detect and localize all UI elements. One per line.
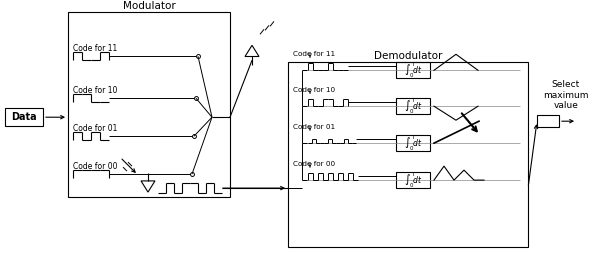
Bar	[5, 108, 43, 126]
Bar	[396, 98, 430, 114]
Text: Code for 10: Code for 10	[73, 86, 118, 95]
Text: Modulator: Modulator	[122, 1, 175, 11]
Text: Code for 00: Code for 00	[73, 162, 118, 171]
Text: Select
maximum
value: Select maximum value	[543, 80, 589, 110]
Text: Demodulator: Demodulator	[374, 51, 442, 61]
Text: $\int_0^{\,T}\!\!dt$: $\int_0^{\,T}\!\!dt$	[404, 133, 422, 153]
Text: $\int_0^{\,T}\!\!dt$: $\int_0^{\,T}\!\!dt$	[404, 170, 422, 190]
Text: Code for 11: Code for 11	[73, 44, 117, 53]
Bar	[537, 115, 559, 127]
Text: $\int_0^{\,T}\!\!dt$: $\int_0^{\,T}\!\!dt$	[404, 96, 422, 116]
Bar	[288, 62, 528, 247]
Text: Code for 00: Code for 00	[293, 161, 335, 167]
Polygon shape	[245, 45, 259, 57]
Bar	[68, 12, 230, 197]
Text: Code for 10: Code for 10	[293, 87, 335, 93]
Bar	[396, 172, 430, 188]
Bar	[396, 62, 430, 78]
Text: Data: Data	[11, 112, 37, 122]
Text: $\int_0^{\,T}\!\!dt$: $\int_0^{\,T}\!\!dt$	[404, 60, 422, 80]
Bar	[396, 135, 430, 151]
Text: Code for 01: Code for 01	[73, 124, 118, 133]
Polygon shape	[141, 181, 155, 192]
Text: Code for 01: Code for 01	[293, 124, 335, 130]
Text: Code for 11: Code for 11	[293, 51, 335, 57]
